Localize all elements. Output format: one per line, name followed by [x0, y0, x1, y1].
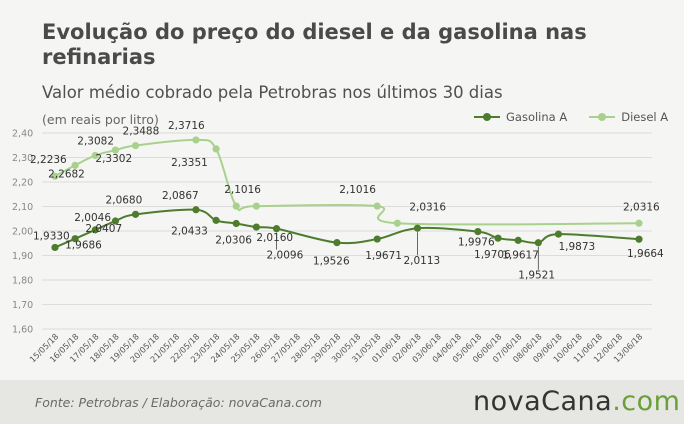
data-label-gasolina: 1,9976: [458, 237, 495, 249]
legend-label-diesel: Diesel A: [621, 110, 669, 124]
data-label-gasolina: 1,9671: [365, 250, 402, 262]
data-label-gasolina: 2,0407: [85, 223, 122, 235]
legend-swatch-gasolina: [474, 112, 500, 122]
series-line-gasolina: [54, 208, 640, 249]
data-point-gasolina: [252, 223, 260, 231]
data-point-gasolina: [192, 206, 200, 214]
data-point-diesel: [393, 219, 401, 227]
data-label-diesel: 2,2682: [48, 168, 85, 180]
chart-title: Evolução do preço do diesel e da gasolin…: [42, 20, 587, 69]
data-label-gasolina: 2,0433: [171, 225, 208, 237]
data-label-gasolina: 1,9330: [33, 230, 70, 242]
legend-item-gasolina: Gasolina A: [474, 110, 567, 124]
data-point-gasolina: [534, 239, 542, 247]
data-point-gasolina: [212, 216, 220, 224]
data-point-diesel: [192, 136, 200, 144]
y-tick-label: 1,60: [12, 325, 33, 336]
footer: Fonte: Petrobras / Elaboração: novaCana.…: [0, 380, 684, 424]
data-label-gasolina: 2,0046: [74, 212, 111, 224]
data-label-diesel: 2,1016: [224, 184, 261, 196]
chart-subtitle: Valor médio cobrado pela Petrobras nos ú…: [42, 83, 503, 102]
y-tick-label: 2,30: [12, 153, 33, 164]
data-point-gasolina: [232, 219, 240, 228]
data-point-gasolina: [554, 230, 563, 238]
data-label-diesel: 2,0316: [623, 201, 660, 213]
logo-main: novaCana: [473, 386, 613, 417]
data-label-gasolina: 1,9686: [65, 240, 102, 252]
data-label-gasolina: 1,9526: [313, 256, 350, 268]
data-point-gasolina: [474, 227, 482, 236]
data-label-gasolina: 1,9706: [474, 249, 511, 261]
y-tick-label: 1,80: [12, 276, 33, 287]
legend: Gasolina A Diesel A: [474, 110, 668, 124]
data-label-gasolina: 2,0680: [106, 194, 143, 206]
data-label-gasolina: 2,0113: [403, 255, 440, 267]
data-label-gasolina: 1,9664: [627, 248, 664, 260]
data-label-gasolina: 2,0096: [267, 250, 304, 262]
data-label-diesel: 2,1016: [339, 184, 376, 196]
data-label-gasolina: 2,0867: [162, 190, 199, 202]
data-point-diesel: [232, 202, 240, 210]
data-label-gasolina: 2,0160: [256, 232, 293, 244]
data-point-diesel: [91, 151, 99, 160]
data-point-gasolina: [373, 235, 381, 243]
data-point-gasolina: [91, 226, 99, 234]
unit-label: (em reais por litro): [42, 112, 159, 127]
data-point-diesel: [111, 146, 120, 154]
data-label-gasolina: 1,9521: [518, 270, 555, 282]
data-label-diesel: 2,3302: [95, 153, 132, 165]
y-tick-label: 2,00: [12, 227, 33, 238]
line-chart: 1,601,701,801,902,002,102,202,302,4015/0…: [12, 120, 664, 364]
source-note: Fonte: Petrobras / Elaboração: novaCana.…: [35, 395, 322, 410]
data-point-diesel: [212, 145, 220, 153]
data-point-diesel: [51, 172, 59, 180]
data-point-gasolina: [514, 236, 522, 244]
data-label-gasolina: 2,0306: [215, 235, 252, 247]
logo-accent: .com: [612, 386, 681, 417]
data-point-diesel: [635, 219, 643, 227]
legend-label-gasolina: Gasolina A: [506, 110, 568, 124]
data-point-diesel: [71, 161, 79, 169]
data-label-diesel: 2,0316: [409, 201, 446, 213]
data-point-diesel: [131, 141, 140, 150]
y-tick-label: 2,10: [12, 202, 33, 213]
data-label-gasolina: 1,9617: [502, 249, 539, 261]
data-point-gasolina: [494, 234, 502, 242]
data-point-gasolina: [272, 225, 281, 233]
data-label-diesel: 2,3716: [168, 120, 205, 132]
data-point-gasolina: [131, 210, 140, 218]
novacana-logo: novaCana.com: [473, 386, 680, 417]
data-point-gasolina: [635, 235, 643, 243]
data-point-diesel: [373, 202, 381, 210]
data-label-diesel: 2,3488: [123, 126, 160, 138]
y-tick-label: 1,70: [12, 300, 33, 311]
y-tick-label: 2,40: [12, 129, 33, 140]
data-point-gasolina: [333, 239, 341, 247]
legend-swatch-diesel: [589, 112, 616, 122]
y-tick-label: 2,20: [12, 178, 33, 189]
data-point-gasolina: [413, 224, 422, 232]
data-point-diesel: [252, 202, 260, 210]
data-label-diesel: 2,3082: [77, 135, 114, 147]
data-point-gasolina: [111, 217, 120, 225]
data-label-diesel: 2,2236: [30, 154, 67, 166]
data-label-diesel: 2,3351: [171, 157, 208, 169]
data-point-gasolina: [51, 243, 59, 252]
data-point-gasolina: [71, 235, 79, 243]
data-label-gasolina: 1,9873: [558, 241, 595, 253]
y-tick-label: 1,90: [12, 251, 33, 262]
legend-item-diesel: Diesel A: [589, 110, 668, 124]
